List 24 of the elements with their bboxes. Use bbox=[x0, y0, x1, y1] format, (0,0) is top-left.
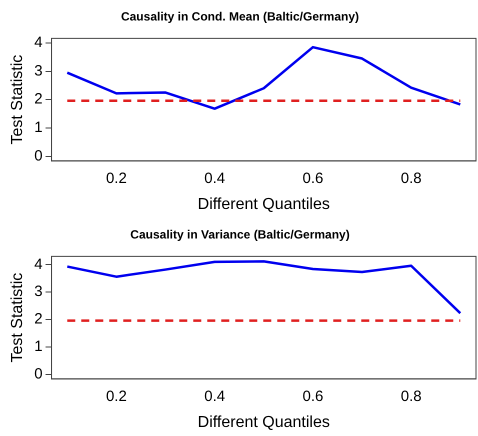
y-axis-title: Test Statistic bbox=[9, 272, 26, 363]
y-tick-label: 1 bbox=[34, 119, 43, 136]
x-tick-label: 0.2 bbox=[106, 388, 127, 405]
y-tick-label: 0 bbox=[34, 366, 43, 383]
y-tick-label: 3 bbox=[34, 283, 43, 300]
x-axis-title: Different Quantiles bbox=[198, 196, 330, 213]
y-tick-label: 2 bbox=[34, 310, 43, 328]
x-tick-label: 0.8 bbox=[400, 170, 422, 187]
x-tick-label: 0.2 bbox=[106, 170, 127, 187]
chart-title: Causality in Cond. Mean (Baltic/Germany) bbox=[120, 10, 360, 24]
chart-title: Causality in Variance (Baltic/Germany) bbox=[130, 228, 350, 242]
x-tick-label: 0.4 bbox=[204, 388, 226, 405]
x-tick-label: 0.8 bbox=[400, 388, 422, 405]
y-tick-label: 4 bbox=[34, 256, 43, 273]
y-axis-title: Test Statistic bbox=[9, 54, 26, 145]
y-tick-label: 0 bbox=[34, 147, 43, 164]
y-tick-label: 2 bbox=[34, 90, 43, 108]
x-tick-label: 0.6 bbox=[302, 170, 324, 187]
x-tick-label: 0.4 bbox=[204, 170, 226, 187]
x-axis-title: Different Quantiles bbox=[198, 414, 330, 431]
x-tick-label: 0.6 bbox=[302, 388, 324, 405]
y-tick-label: 3 bbox=[34, 62, 43, 80]
y-tick-label: 4 bbox=[34, 34, 43, 52]
y-tick-label: 1 bbox=[34, 338, 43, 356]
